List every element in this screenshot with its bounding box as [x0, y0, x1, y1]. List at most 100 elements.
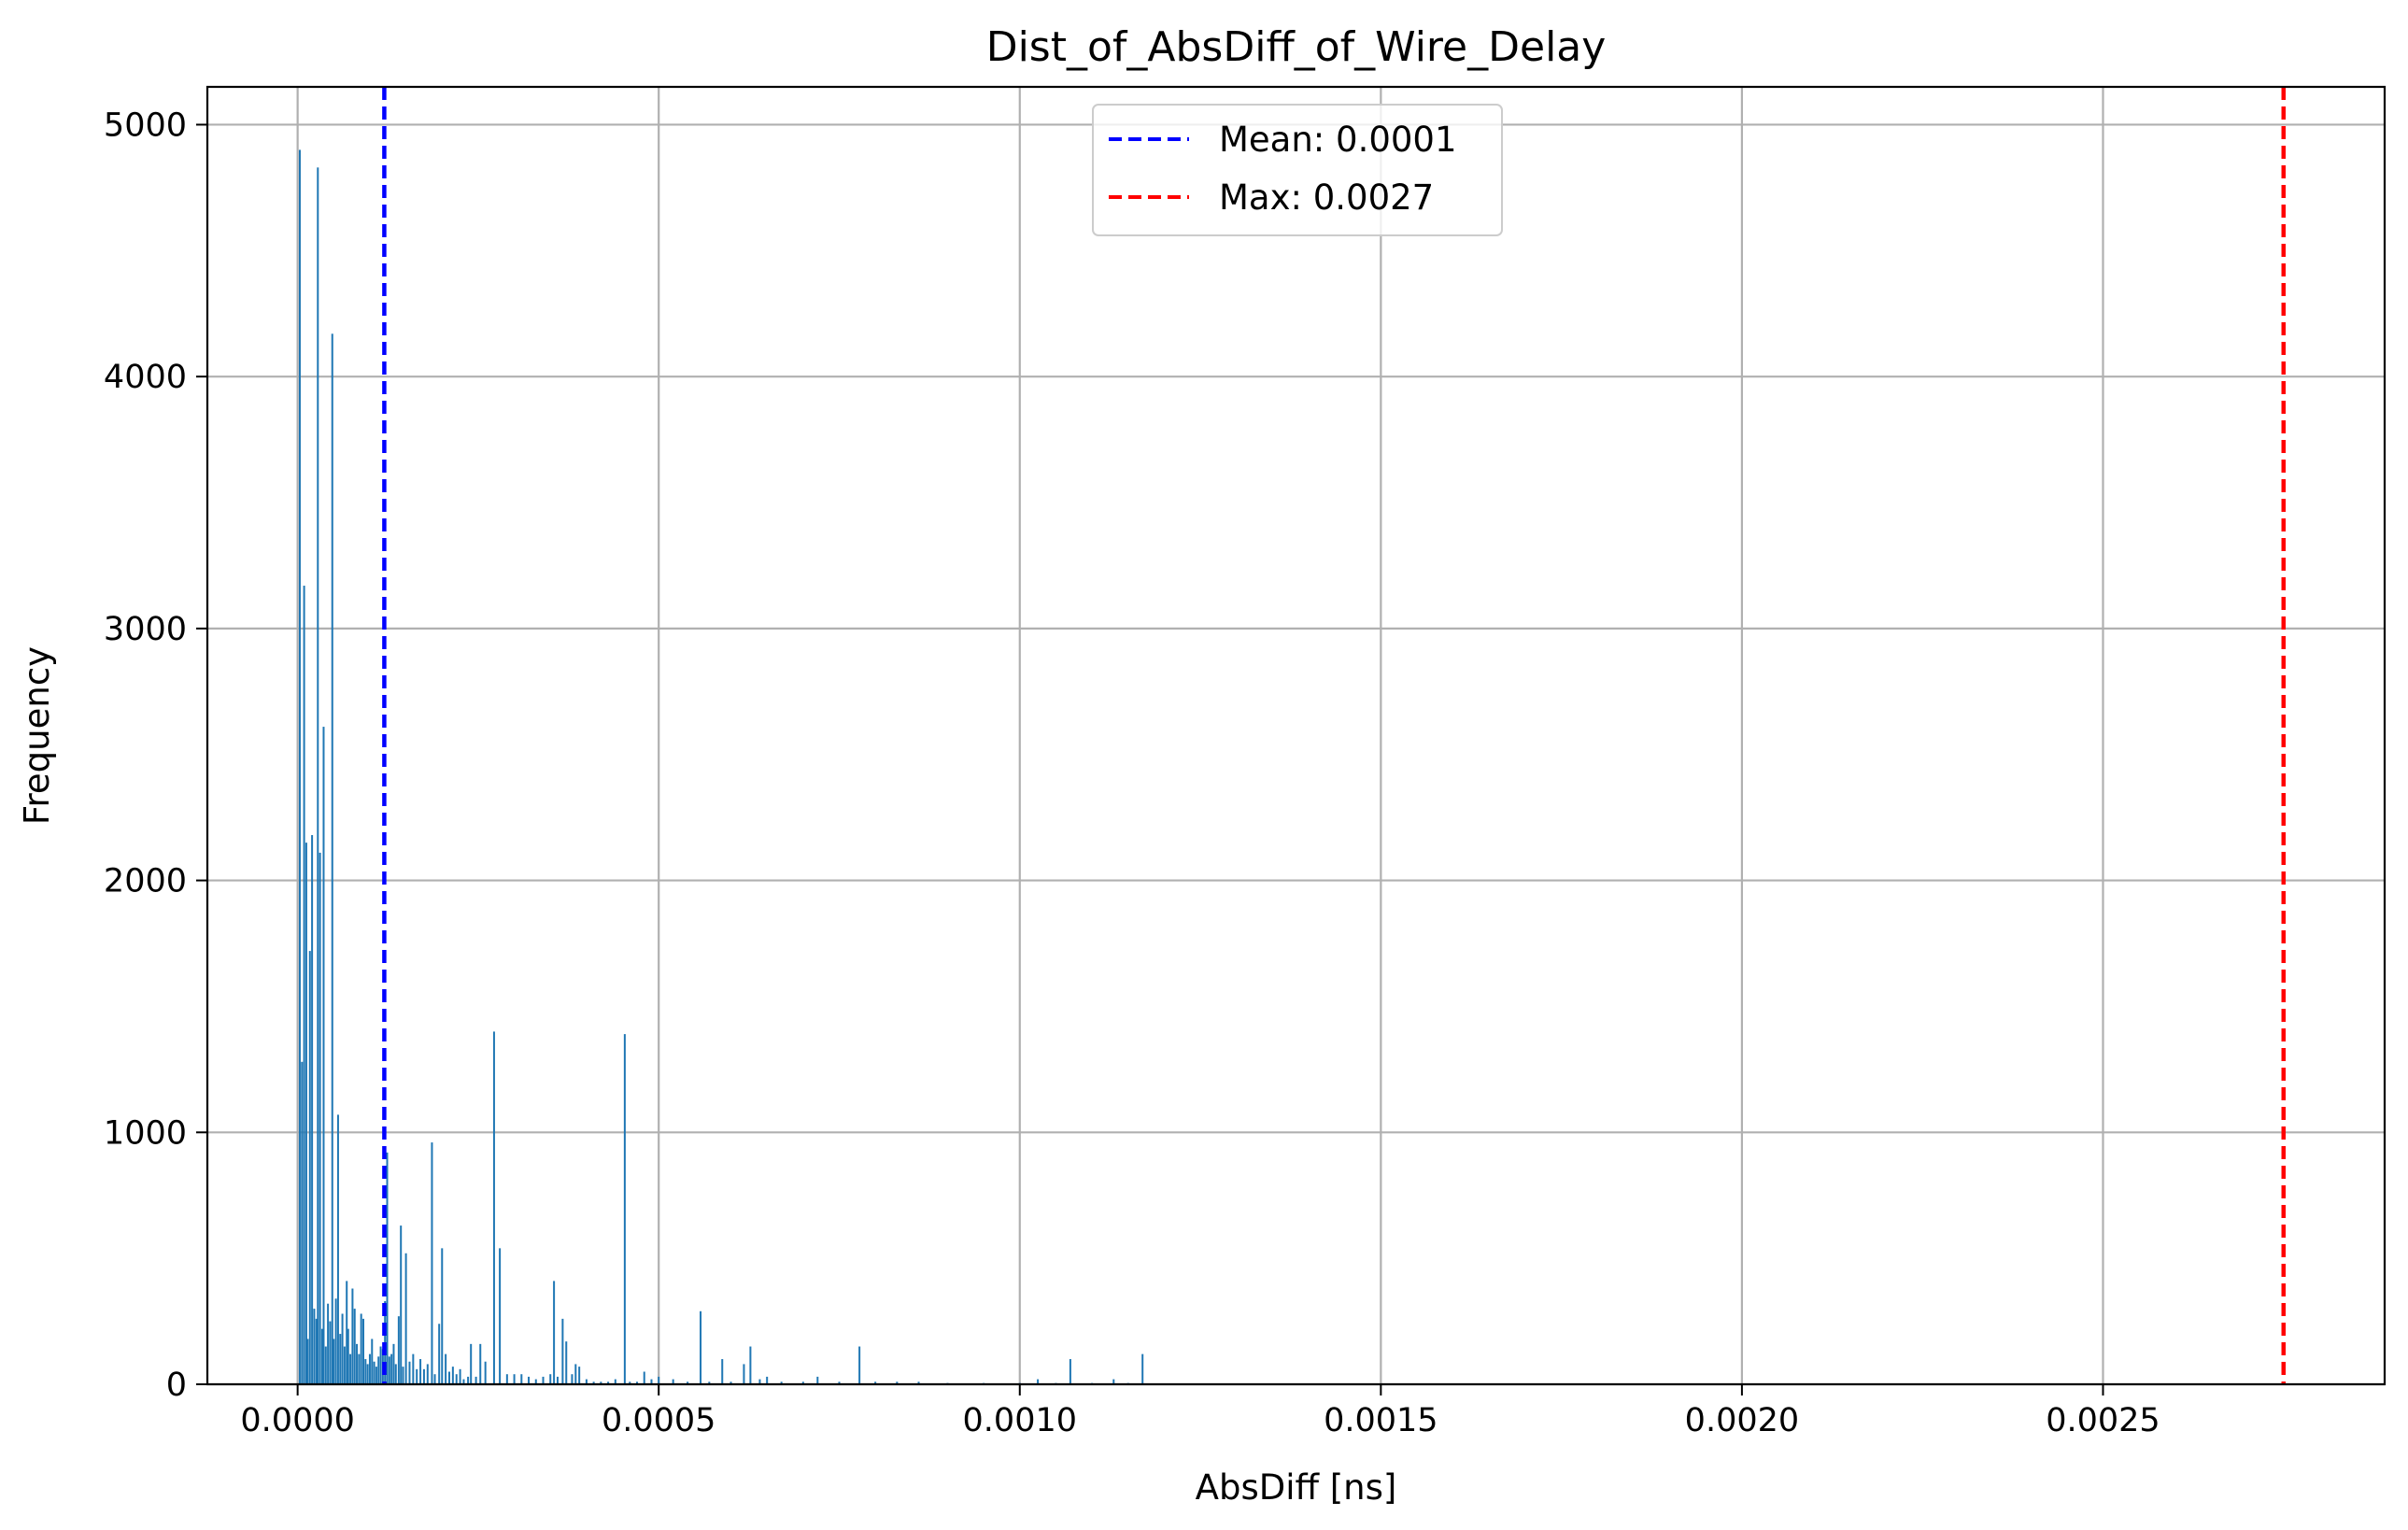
histogram-bar: [499, 1248, 502, 1384]
histogram-bar: [896, 1381, 899, 1384]
histogram-bar: [578, 1367, 581, 1384]
legend: Mean: 0.0001 Max: 0.0027: [1092, 104, 1503, 236]
histogram-bar: [561, 1318, 564, 1384]
histogram-bar: [438, 1324, 441, 1384]
histogram-bar: [650, 1379, 653, 1384]
histogram-bar: [298, 149, 301, 1384]
x-axis-label: AbsDiff [ns]: [1196, 1467, 1397, 1508]
histogram-bar: [375, 1367, 377, 1384]
histogram-bar: [368, 1353, 371, 1384]
histogram-bar: [484, 1361, 487, 1384]
histogram-bar: [308, 951, 311, 1384]
histogram-bar: [353, 1309, 356, 1384]
x-tick-label: 0.0025: [2046, 1402, 2160, 1439]
histogram-bar: [331, 333, 333, 1384]
histogram-bar: [858, 1346, 861, 1384]
histogram-bar: [721, 1359, 724, 1384]
histogram-bar: [343, 1346, 346, 1384]
histogram-bar: [607, 1381, 610, 1384]
legend-box: [1092, 104, 1503, 236]
y-tick-label: 3000: [104, 611, 187, 648]
histogram-bar: [874, 1381, 877, 1384]
histogram-bar: [565, 1341, 568, 1384]
histogram-bar: [390, 1353, 393, 1384]
histogram-bar: [1037, 1379, 1040, 1384]
histogram-bar: [780, 1381, 783, 1384]
histogram-bar: [327, 1303, 330, 1384]
histogram-bar: [672, 1379, 674, 1384]
histogram-bar: [600, 1381, 602, 1384]
histogram-bar: [629, 1381, 631, 1384]
histogram-bar: [306, 1339, 309, 1384]
x-tick-label: 0.0020: [1685, 1402, 1799, 1439]
histogram-bar: [700, 1310, 702, 1384]
histogram-bar: [305, 843, 307, 1384]
histogram-bar: [462, 1379, 465, 1384]
histogram-bar: [623, 1034, 626, 1384]
histogram-bar: [574, 1364, 577, 1384]
histogram-bar: [313, 1309, 316, 1384]
histogram-bar: [351, 1288, 354, 1384]
histogram-bar: [412, 1353, 415, 1384]
chart-title: Dist_of_AbsDiff_of_Wire_Delay: [986, 23, 1607, 71]
histogram-bar: [397, 1316, 400, 1384]
histogram-bar: [614, 1379, 616, 1384]
histogram-bar: [433, 1374, 436, 1384]
histogram-bar: [404, 1253, 407, 1384]
histogram-bar: [513, 1374, 516, 1384]
histogram-bar: [917, 1381, 920, 1384]
legend-max-label: Max: 0.0027: [1219, 177, 1434, 218]
y-tick-label: 0: [166, 1367, 187, 1404]
histogram-bar: [356, 1343, 359, 1384]
histogram-bar: [419, 1359, 422, 1384]
histogram-bar: [379, 1346, 382, 1384]
histogram-bar: [758, 1379, 761, 1384]
histogram-bar: [470, 1343, 473, 1384]
y-tick-label: 1000: [104, 1114, 187, 1152]
histogram-bar: [658, 1376, 660, 1384]
y-tick-label: 5000: [104, 106, 187, 144]
ticks-layer: 0.0000 0.0005 0.0010 0.0015 0.0020 0.0025 0 100…: [104, 106, 2160, 1439]
histogram-bar: [422, 1368, 425, 1384]
histogram-bar: [317, 167, 319, 1385]
histogram-bar: [366, 1364, 369, 1384]
histogram-bar: [475, 1376, 477, 1384]
histogram-bar: [1112, 1379, 1115, 1384]
histogram-bar: [311, 835, 314, 1384]
histogram-bar: [528, 1376, 531, 1384]
histogram-bar: [571, 1374, 574, 1384]
histogram-bar: [636, 1381, 639, 1384]
histogram-bar: [549, 1374, 552, 1384]
histogram-bar: [687, 1381, 689, 1384]
histogram-bar: [386, 1152, 389, 1384]
histogram-bar: [324, 1346, 327, 1384]
histogram-bar: [643, 1371, 645, 1384]
histogram-bar: [448, 1371, 450, 1384]
histogram-bar: [322, 727, 325, 1384]
histogram-bar: [303, 586, 305, 1384]
histogram-bar: [346, 1281, 348, 1384]
histogram-bar: [505, 1374, 508, 1384]
histogram-bar: [426, 1364, 429, 1384]
histogram-bar: [402, 1367, 404, 1384]
histogram-bar: [553, 1281, 556, 1384]
histogram-bar: [336, 1114, 339, 1384]
histogram-bar: [816, 1376, 819, 1384]
histogram-bar: [441, 1248, 444, 1384]
histogram-bar: [416, 1368, 418, 1384]
histogram-bar: [334, 1298, 337, 1384]
x-tick-label: 0.0005: [602, 1402, 715, 1439]
histogram-bar: [459, 1368, 461, 1384]
histogram-bar: [408, 1361, 411, 1384]
histogram-bar: [394, 1364, 397, 1384]
plot-frame: [205, 85, 2387, 1386]
y-tick-label: 4000: [104, 359, 187, 396]
histogram-bar: [301, 1061, 304, 1384]
histogram-bar: [360, 1313, 362, 1384]
histogram-bar: [431, 1142, 433, 1384]
histogram-bar: [341, 1313, 344, 1384]
y-tick-label: 2000: [104, 863, 187, 900]
histogram-bar: [592, 1381, 595, 1384]
